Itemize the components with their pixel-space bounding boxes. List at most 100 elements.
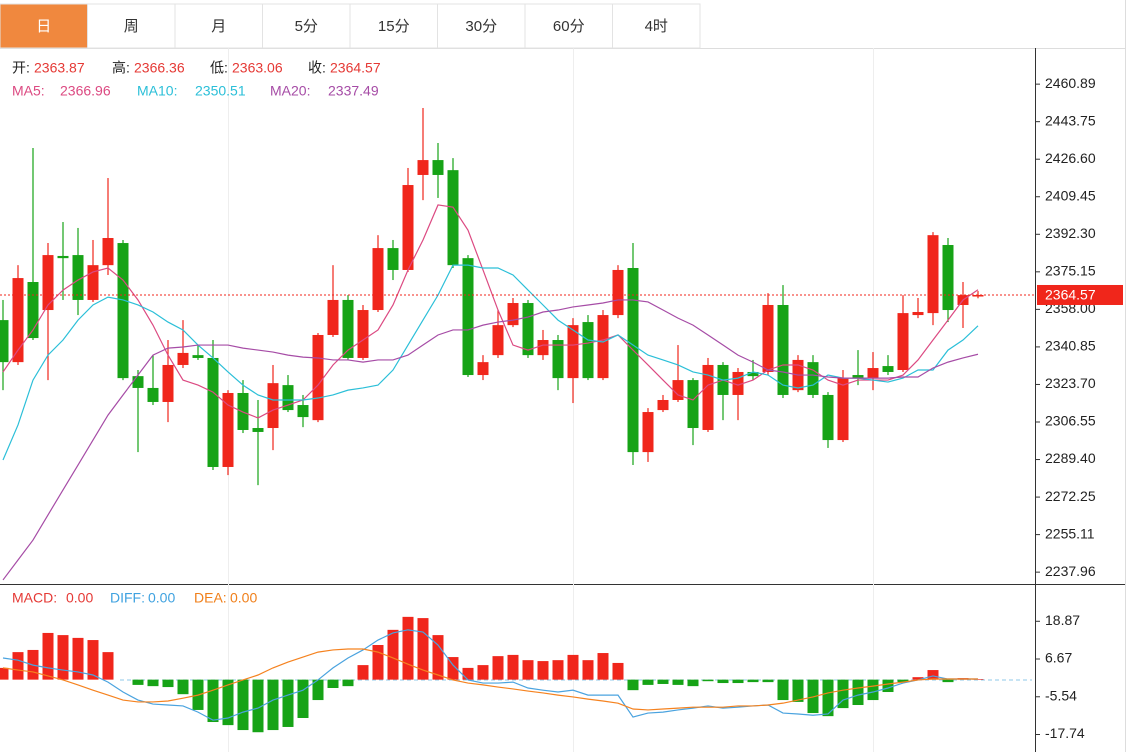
tab-label[interactable]: 60分 [553,18,585,35]
tab[interactable]: 5分 [262,3,351,49]
y-tick-label: 2237.96 [1045,563,1096,579]
candle-body [312,334,324,421]
macd-bar [792,679,804,702]
ma-legend-value: 2337.49 [328,83,379,99]
ma-line [2,204,979,419]
candle-body [762,304,774,372]
candle-body [642,412,654,453]
macd-bar [312,679,324,701]
ohlc-label: 高: [112,60,130,76]
candle-body [447,170,459,266]
tab[interactable]: 30分 [437,3,526,49]
candle-body [87,265,99,300]
macd-legend-label: MACD: [12,590,57,606]
tab[interactable]: 日 [0,3,88,49]
candle-body [42,255,54,311]
tab-bg[interactable] [174,3,263,49]
macd-bar [12,652,24,680]
tab[interactable]: 15分 [349,3,438,49]
candle-body [822,394,834,441]
macd-bar [477,665,489,680]
candle-body [357,310,369,358]
macd-bar [267,679,279,731]
macd-bar [702,679,714,682]
tab-bg[interactable] [349,3,438,49]
tab-label[interactable]: 4时 [645,18,668,35]
y-tick-label: 2340.85 [1045,338,1096,354]
candle-body [687,380,699,429]
y-tick-label: 2409.45 [1045,187,1096,203]
y-tick-label: 2255.11 [1045,525,1095,541]
macd-bar [102,652,114,680]
tab[interactable]: 60分 [524,3,613,49]
y-tick-label: 2306.55 [1045,413,1096,429]
tab-bg[interactable] [612,3,701,49]
tab-label[interactable]: 15分 [378,18,410,35]
candle-body [12,278,24,363]
candle-body [372,248,384,311]
candle-body [102,238,114,266]
tab-bg[interactable] [524,3,613,49]
tab[interactable]: 周 [87,3,176,49]
ohlc-value: 2366.36 [134,60,185,76]
y-tick-label: 6.67 [1045,650,1072,666]
macd-line [2,629,978,721]
tab-label[interactable]: 周 [124,18,139,35]
candle-body [162,364,174,402]
ma-legend-label: MA20: [270,83,310,99]
macd-bar [342,679,354,687]
candle-body [702,364,714,430]
candle-body [657,399,669,411]
candle-body [882,366,894,372]
macd-bar [252,679,264,733]
y-tick-label: 18.87 [1045,612,1080,628]
ohlc-label: 收: [308,60,326,76]
macd-legend-value: 0.00 [230,590,257,606]
ma-legend-value: 2366.96 [60,83,111,99]
macd-bar [837,679,849,709]
tab-label[interactable]: 月 [211,18,226,35]
macd-bar [777,679,789,701]
macd-legend-value: 0.00 [66,590,93,606]
macd-bar [42,632,54,680]
macd-bar [522,660,534,680]
candle-body [0,320,9,363]
tab-bg[interactable] [262,3,351,49]
macd-bar [657,679,669,684]
macd-bar [357,665,369,680]
tab-bg[interactable] [437,3,526,49]
candle-body [297,405,309,418]
ma-line [2,299,979,581]
macd-bar [687,679,699,687]
candle-body [927,235,939,314]
ohlc-value: 2364.57 [330,60,381,76]
candle-body [912,311,924,316]
macd-bar [162,679,174,688]
tab-label[interactable]: 日 [36,18,51,35]
y-tick-label: -5.54 [1045,687,1077,703]
candle-body [267,383,279,429]
candle-body [27,282,39,339]
tab[interactable]: 4时 [612,3,701,49]
ma-legend-label: MA5: [12,83,45,99]
candle-body [342,299,354,358]
tab-label[interactable]: 5分 [295,18,318,35]
macd-bar [582,660,594,680]
macd-legend-value: 0.00 [148,590,175,606]
ma-line [2,264,979,461]
candle-body [747,371,759,377]
candle-body [672,380,684,400]
tab[interactable]: 月 [174,3,263,49]
candle-body [327,299,339,335]
macd-bar [417,618,429,680]
candle-body [222,392,234,467]
macd-bar [627,679,639,691]
candle-body [417,160,429,175]
tab-label[interactable]: 30分 [465,18,497,35]
candle-body [837,378,849,441]
macd-bar [387,629,399,680]
macd-bar [207,679,219,723]
macd-bar [0,667,9,680]
